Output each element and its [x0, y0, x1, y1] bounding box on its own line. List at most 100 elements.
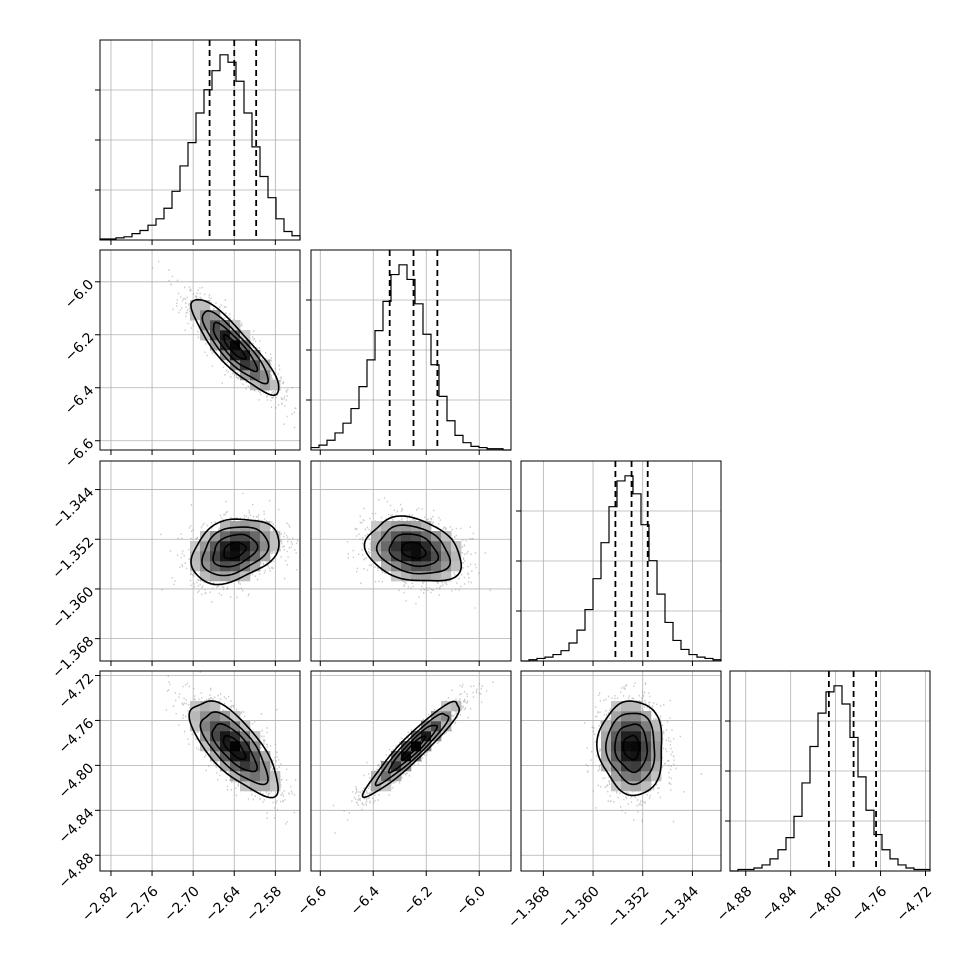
density-cell — [210, 751, 221, 762]
density-cell — [240, 721, 251, 732]
density-cell — [230, 711, 241, 722]
density-cell — [250, 360, 261, 371]
density-cell — [601, 721, 612, 732]
density-cell — [621, 761, 632, 772]
density-cell — [260, 370, 271, 381]
tick-labels-layer: −2.82 −2.76 −2.70 −2.64 −2.58 −6.6 −6.4 −6.2 −6.… — [49, 277, 935, 932]
x-tick-label: −1.368 — [505, 883, 553, 931]
density-cell — [250, 551, 261, 562]
density-cell — [401, 751, 412, 762]
density-cell — [250, 370, 261, 381]
x-tick-label: −4.72 — [894, 883, 936, 925]
density-cell — [240, 741, 251, 752]
density-cell — [651, 771, 662, 782]
density-cell — [641, 781, 652, 792]
density-cell — [381, 521, 392, 532]
contour-0 — [223, 333, 247, 360]
density-cell — [371, 551, 382, 562]
density-cell — [230, 360, 241, 371]
density-cell — [250, 350, 261, 361]
density-cell — [391, 771, 402, 782]
density-cell — [631, 721, 642, 732]
density-cell — [631, 701, 642, 712]
density-cell — [611, 761, 622, 772]
density-cell — [220, 551, 231, 562]
density-cell — [200, 310, 211, 321]
density-cell — [651, 721, 662, 732]
density-cell — [451, 561, 462, 572]
density-cell — [621, 741, 632, 752]
density-cell — [230, 731, 241, 742]
density-cell — [250, 751, 261, 762]
density-cell — [381, 551, 392, 562]
density-cell — [260, 360, 271, 371]
density-cell — [250, 771, 261, 782]
density-cell — [601, 761, 612, 772]
density-cell — [441, 551, 452, 562]
density-cell — [651, 741, 662, 752]
density-cell — [200, 721, 211, 732]
density-cell — [230, 340, 241, 351]
density-cell — [190, 721, 201, 732]
density-cell — [190, 541, 201, 552]
contour-2 — [604, 712, 656, 786]
density-cell — [421, 551, 432, 562]
density-cell — [421, 721, 432, 732]
density-cell — [371, 521, 382, 532]
x-tick-label: −4.80 — [804, 883, 846, 925]
density-cell — [401, 571, 412, 582]
contour-1 — [212, 533, 259, 568]
density-cell — [200, 741, 211, 752]
density-cell — [411, 531, 422, 542]
density-cell — [220, 761, 231, 772]
contour-1 — [387, 724, 439, 774]
panel-frame — [310, 460, 512, 662]
density-cell — [401, 521, 412, 532]
density-cell — [210, 571, 221, 582]
density-cell — [200, 731, 211, 742]
density-cell — [260, 781, 271, 792]
y-tick-label: −6.2 — [62, 330, 97, 365]
density-cell — [260, 521, 271, 532]
density-cell — [200, 320, 211, 331]
x-tick-label: −6.4 — [348, 883, 383, 918]
density-cell — [631, 781, 642, 792]
contour-2 — [374, 712, 450, 787]
density-cell — [260, 551, 271, 562]
density-cell — [240, 551, 251, 562]
density-cell — [611, 741, 622, 752]
density-cell — [270, 781, 281, 792]
x-tick-label: −2.70 — [161, 883, 203, 925]
density-cell — [381, 541, 392, 552]
density-cell — [210, 701, 221, 712]
y-tick-label: −1.352 — [49, 534, 97, 582]
panel-frame — [99, 39, 301, 241]
contour-0 — [223, 541, 247, 560]
density-cell — [230, 771, 241, 782]
density-cell — [200, 541, 211, 552]
panel-3-3 — [725, 670, 931, 876]
panels-layer — [95, 39, 931, 876]
x-tick-label: −4.84 — [759, 883, 801, 925]
density-cell — [411, 741, 422, 752]
density-cell — [371, 531, 382, 542]
density-cell — [220, 320, 231, 331]
histogram-0 — [99, 54, 301, 240]
density-cell — [651, 751, 662, 762]
density-cell — [250, 521, 261, 532]
density-cell — [250, 380, 261, 391]
density-cell — [441, 571, 452, 582]
density-cell — [190, 551, 201, 562]
density-cell — [451, 551, 462, 562]
density-cell — [200, 330, 211, 341]
panel-frame — [729, 670, 931, 872]
density-cell — [431, 551, 442, 562]
density-cell — [441, 531, 452, 542]
density-cell — [381, 771, 392, 782]
x-tick-label: −4.76 — [849, 883, 891, 925]
contour-3 — [190, 518, 280, 586]
panel-3-2 — [520, 670, 722, 876]
panel-frame — [99, 670, 301, 872]
density-cell — [621, 711, 632, 722]
density-cell — [220, 531, 231, 542]
